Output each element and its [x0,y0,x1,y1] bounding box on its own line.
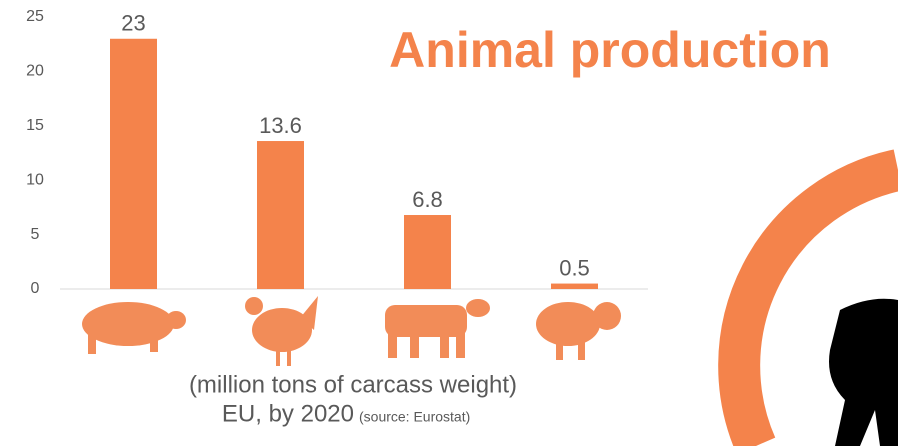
y-tick-label: 20 [26,63,44,80]
decor-animal [829,298,898,446]
bar [404,215,451,289]
source: (source: Eurostat) [359,409,470,425]
y-tick-label: 5 [31,226,40,243]
bar [551,283,598,289]
value-label: 23 [121,11,145,36]
value-label: 6.8 [412,187,443,212]
value-label: 0.5 [559,255,590,280]
chart-title: Animal production [389,22,831,78]
note: EU, by 2020 [222,400,354,427]
bar [257,141,304,289]
y-tick-label: 10 [26,171,44,188]
value-label: 13.6 [259,113,302,138]
y-tick-label: 15 [26,117,44,134]
y-tick-label: 0 [31,280,40,297]
subtitle: (million tons of carcass weight) [189,371,517,398]
decor-arc [718,149,898,446]
bar [110,38,157,290]
icons [82,296,621,366]
y-tick-label: 25 [26,8,44,25]
